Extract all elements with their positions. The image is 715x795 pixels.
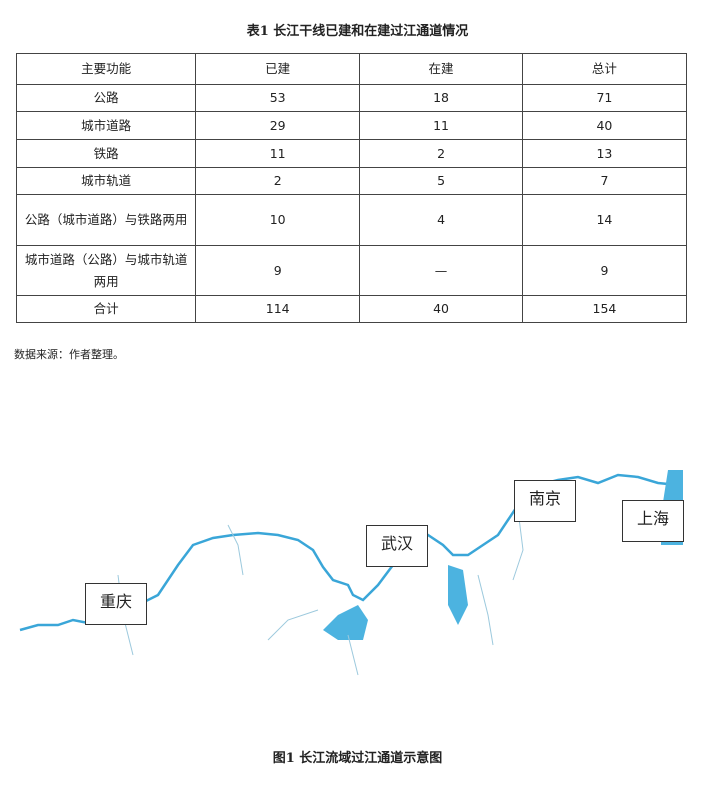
table-cell: 10 bbox=[195, 194, 361, 246]
table-cell: 2 bbox=[195, 167, 361, 195]
table-cell: 2 bbox=[359, 139, 523, 168]
table-cell: 合计 bbox=[15, 295, 197, 323]
figure-caption: 图1 长江流域过江通道示意图 bbox=[272, 751, 443, 766]
table-row: 铁路 11 2 13 bbox=[15, 139, 688, 168]
table-row: 合计 114 40 154 bbox=[15, 295, 688, 323]
table-cell: 18 bbox=[359, 84, 523, 112]
table-cell: — bbox=[359, 245, 523, 296]
table-row: 公路 53 18 71 bbox=[15, 84, 688, 112]
table-row: 城市道路 29 11 40 bbox=[15, 111, 688, 140]
table-cell: 71 bbox=[521, 84, 688, 112]
column-header: 总计 bbox=[521, 53, 688, 85]
table-cell: 9 bbox=[521, 245, 688, 296]
table-cell: 13 bbox=[521, 139, 688, 168]
table-header-row: 主要功能 已建 在建 总计 bbox=[15, 53, 688, 85]
city-label: 上海 bbox=[622, 500, 684, 542]
poyang-lake bbox=[448, 565, 468, 625]
crossing-table: 主要功能 已建 在建 总计 公路 53 18 71 城市道路 29 11 40 铁路 11 2 13 城市轨道 2… bbox=[15, 53, 688, 323]
table-cell: 城市轨道 bbox=[15, 167, 197, 195]
table-cell: 城市道路（公路）与城市轨道两用 bbox=[15, 245, 197, 296]
table-title: 表1 长江干线已建和在建过江通道情况 bbox=[246, 24, 469, 39]
column-header: 主要功能 bbox=[15, 53, 197, 85]
city-label: 重庆 bbox=[85, 583, 147, 625]
table-row: 城市道路（公路）与城市轨道两用 9—9 bbox=[15, 245, 688, 296]
table-cell: 53 bbox=[195, 84, 361, 112]
table-cell: 7 bbox=[521, 167, 688, 195]
table-cell: 铁路 bbox=[15, 139, 197, 168]
table-cell: 40 bbox=[359, 295, 523, 323]
table-cell: 公路（城市道路）与铁路两用 bbox=[15, 194, 197, 246]
table-cell: 29 bbox=[195, 111, 361, 140]
table-cell: 5 bbox=[359, 167, 523, 195]
table-cell: 114 bbox=[195, 295, 361, 323]
table-cell: 14 bbox=[521, 194, 688, 246]
column-header: 已建 bbox=[195, 53, 361, 85]
city-label: 南京 bbox=[514, 480, 576, 522]
city-label: 武汉 bbox=[366, 525, 428, 567]
table-row: 城市轨道 2 5 7 bbox=[15, 167, 688, 195]
table-cell: 11 bbox=[195, 139, 361, 168]
column-header: 在建 bbox=[359, 53, 523, 85]
table-cell: 154 bbox=[521, 295, 688, 323]
source-note: 数据来源：作者整理。 bbox=[14, 348, 124, 361]
table-cell: 9 bbox=[195, 245, 361, 296]
table-cell: 4 bbox=[359, 194, 523, 246]
table-cell: 11 bbox=[359, 111, 523, 140]
table-cell: 40 bbox=[521, 111, 688, 140]
table-row: 公路（城市道路）与铁路两用 10 4 14 bbox=[15, 194, 688, 246]
dongting-lake bbox=[323, 605, 368, 640]
table-cell: 城市道路 bbox=[15, 111, 197, 140]
table-cell: 公路 bbox=[15, 84, 197, 112]
